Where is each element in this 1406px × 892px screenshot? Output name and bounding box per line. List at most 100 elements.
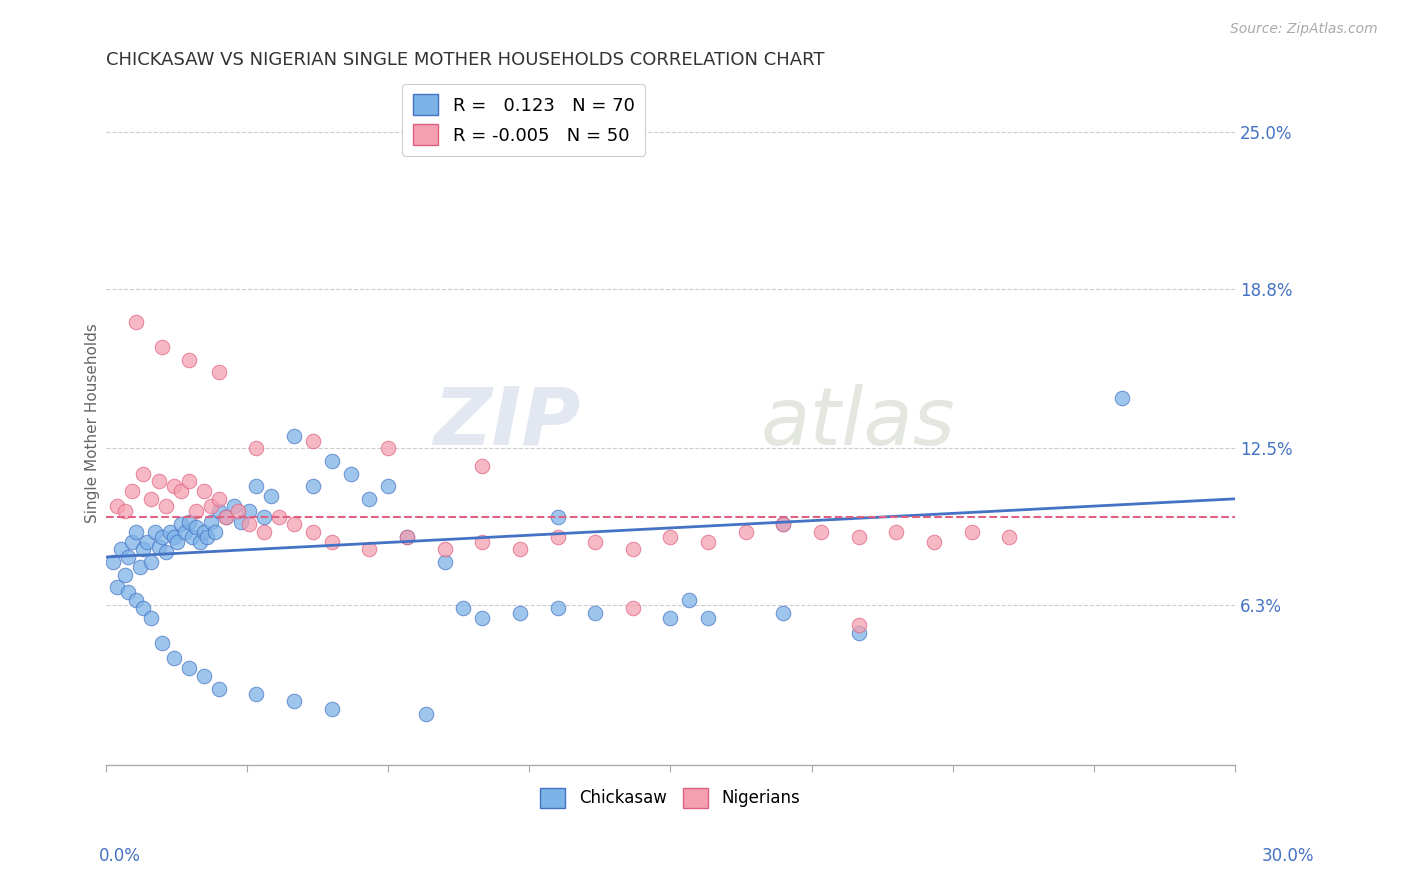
Point xyxy=(162,530,184,544)
Point xyxy=(678,593,700,607)
Point xyxy=(583,534,606,549)
Point xyxy=(139,611,162,625)
Point xyxy=(245,479,267,493)
Point xyxy=(128,560,150,574)
Point xyxy=(433,542,456,557)
Point xyxy=(132,542,155,557)
Point xyxy=(188,534,211,549)
Point xyxy=(321,454,343,468)
Point xyxy=(231,515,253,529)
Point xyxy=(509,606,531,620)
Point xyxy=(395,530,418,544)
Point xyxy=(238,517,260,532)
Point xyxy=(114,504,136,518)
Point xyxy=(159,524,181,539)
Point xyxy=(922,534,945,549)
Point xyxy=(253,524,276,539)
Point xyxy=(186,504,208,518)
Point xyxy=(186,519,208,533)
Point xyxy=(177,661,200,675)
Point xyxy=(848,618,870,632)
Point xyxy=(132,467,155,481)
Point xyxy=(148,474,170,488)
Point xyxy=(772,606,794,620)
Point xyxy=(208,491,231,506)
Point xyxy=(117,549,139,564)
Point xyxy=(143,524,166,539)
Text: 30.0%: 30.0% xyxy=(1263,847,1315,865)
Point xyxy=(377,442,399,456)
Point xyxy=(415,706,437,721)
Point xyxy=(998,530,1021,544)
Point xyxy=(208,504,231,518)
Point xyxy=(302,479,325,493)
Point xyxy=(772,517,794,532)
Point xyxy=(177,474,200,488)
Point xyxy=(114,567,136,582)
Point xyxy=(177,352,200,367)
Point xyxy=(125,593,148,607)
Point xyxy=(283,517,305,532)
Point xyxy=(150,530,173,544)
Text: CHICKASAW VS NIGERIAN SINGLE MOTHER HOUSEHOLDS CORRELATION CHART: CHICKASAW VS NIGERIAN SINGLE MOTHER HOUS… xyxy=(105,51,824,69)
Point xyxy=(810,524,832,539)
Point xyxy=(471,611,494,625)
Point xyxy=(170,484,193,499)
Point xyxy=(433,555,456,569)
Point xyxy=(734,524,756,539)
Point xyxy=(621,542,644,557)
Point xyxy=(359,542,381,557)
Point xyxy=(453,600,475,615)
Point xyxy=(148,540,170,554)
Point xyxy=(471,534,494,549)
Point xyxy=(659,530,682,544)
Point xyxy=(395,530,418,544)
Point xyxy=(181,530,204,544)
Text: Source: ZipAtlas.com: Source: ZipAtlas.com xyxy=(1230,22,1378,37)
Point xyxy=(150,636,173,650)
Point xyxy=(103,555,125,569)
Point xyxy=(132,600,155,615)
Point xyxy=(245,442,267,456)
Point xyxy=(260,489,283,503)
Point xyxy=(848,626,870,640)
Point xyxy=(283,694,305,708)
Y-axis label: Single Mother Households: Single Mother Households xyxy=(86,323,100,523)
Point xyxy=(208,681,231,696)
Point xyxy=(215,509,238,524)
Point xyxy=(136,534,159,549)
Point xyxy=(170,517,193,532)
Point xyxy=(105,581,128,595)
Point xyxy=(267,509,290,524)
Point xyxy=(155,500,177,514)
Point xyxy=(155,545,177,559)
Point xyxy=(772,517,794,532)
Point xyxy=(125,315,148,329)
Point xyxy=(359,491,381,506)
Point xyxy=(150,340,173,354)
Point xyxy=(162,651,184,665)
Point xyxy=(321,534,343,549)
Point xyxy=(193,524,215,539)
Point xyxy=(583,606,606,620)
Point xyxy=(110,542,132,557)
Point xyxy=(204,524,226,539)
Point xyxy=(848,530,870,544)
Point xyxy=(697,611,720,625)
Point xyxy=(139,555,162,569)
Point xyxy=(208,365,231,379)
Point xyxy=(321,702,343,716)
Point xyxy=(621,600,644,615)
Point xyxy=(174,524,197,539)
Point xyxy=(139,491,162,506)
Point xyxy=(121,534,143,549)
Point xyxy=(193,484,215,499)
Point xyxy=(302,524,325,539)
Text: 0.0%: 0.0% xyxy=(98,847,141,865)
Point xyxy=(1111,391,1133,405)
Point xyxy=(215,509,238,524)
Point xyxy=(105,500,128,514)
Point xyxy=(659,611,682,625)
Point xyxy=(509,542,531,557)
Point xyxy=(339,467,361,481)
